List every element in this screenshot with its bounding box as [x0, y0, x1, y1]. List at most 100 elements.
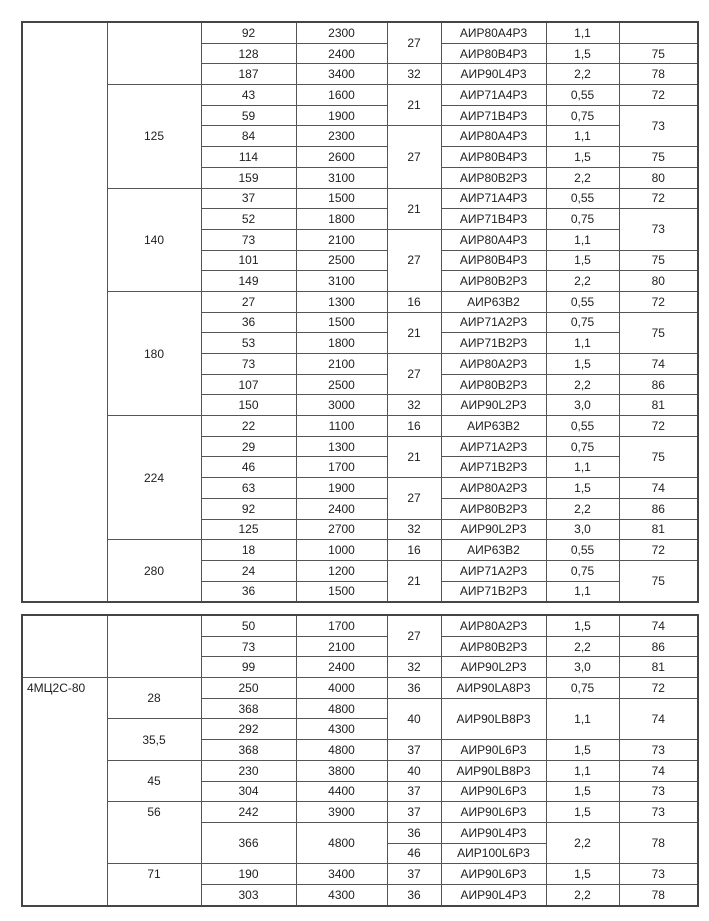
- cell-output-speed: 84: [200, 125, 297, 148]
- cell-size: 21: [386, 187, 442, 230]
- cell-torque: 3900: [295, 801, 388, 823]
- cell-size: 46: [386, 842, 442, 865]
- cell-output-speed: 128: [200, 42, 297, 65]
- cell-efficiency: 74: [618, 759, 699, 782]
- cell-output-speed: 125: [200, 518, 297, 541]
- cell-output-speed: 50: [200, 614, 297, 637]
- cell-motor: АИР90LB8Р3: [440, 759, 547, 782]
- cell-motor: АИР80В4Р3: [440, 42, 547, 65]
- cell-motor: АИР90L2Р3: [440, 394, 547, 417]
- cell-efficiency: 74: [618, 353, 699, 375]
- cell-motor: АИР80В2Р3: [440, 635, 547, 658]
- cell-motor: АИР63В2: [440, 539, 547, 561]
- cell-power: 0,55: [545, 415, 620, 437]
- cell-efficiency: 72: [618, 415, 699, 437]
- cell-power: 1,5: [545, 42, 620, 65]
- cell-ratio: [106, 21, 202, 86]
- cell-torque: 3400: [295, 863, 388, 885]
- cell-ratio: 28: [106, 677, 202, 720]
- cell-efficiency: 73: [618, 739, 699, 761]
- cell-efficiency: 80: [618, 270, 699, 292]
- cell-efficiency: 75: [618, 249, 699, 272]
- cell-size: 32: [386, 656, 442, 679]
- cell-motor: АИР90LA8Р3: [440, 677, 547, 699]
- table-row: 92 2300 27 АИР80А4Р3 1,1: [21, 21, 699, 603]
- cell-torque: 4300: [295, 718, 388, 741]
- cell-size: 27: [386, 125, 442, 189]
- cell-torque: 2400: [295, 42, 388, 65]
- cell-torque: 1700: [295, 456, 388, 479]
- cell-torque: 1300: [295, 435, 388, 458]
- cell-output-speed: 368: [200, 739, 297, 761]
- table-row: 29 1300 21 АИР71А2Р3 0,75 75: [22, 435, 699, 479]
- cell-output-speed: 250: [200, 677, 297, 699]
- cell-power: 0,75: [545, 435, 620, 458]
- cell-power: 2,2: [545, 635, 620, 658]
- cell-output-speed: 73: [200, 635, 297, 658]
- cell-ratio: 35,5: [106, 718, 202, 761]
- cell-size: 21: [386, 559, 442, 603]
- table-row: 92 2400 АИР80В2Р3 2,2 86: [22, 497, 699, 520]
- cell-efficiency: [618, 21, 699, 44]
- cell-power: 1,1: [545, 697, 620, 741]
- table-row: 59 1900 АИР71В4Р3 0,75 73: [22, 104, 699, 148]
- cell-output-speed: 149: [200, 270, 297, 292]
- cell-size: 32: [386, 394, 442, 417]
- cell-motor: АИР71А4Р3: [440, 187, 547, 210]
- cell-size: 16: [386, 290, 442, 313]
- cell-motor: АИР71А4Р3: [440, 84, 547, 106]
- table-row: 114 2600 АИР80В4Р3 1,5 75: [22, 146, 699, 168]
- cell-power: 1,1: [545, 125, 620, 148]
- table-row: 368 4800 40 АИР90LB8Р3 1,1 74: [22, 697, 699, 741]
- cell-output-speed: 43: [200, 84, 297, 106]
- cell-power: 2,2: [545, 63, 620, 86]
- cell-ratio: 71: [106, 863, 202, 907]
- cell-torque: 1000: [295, 539, 388, 561]
- cell-motor: АИР80А4Р3: [440, 125, 547, 148]
- cell-torque: 2300: [295, 21, 388, 44]
- cell-torque: 1300: [295, 290, 388, 313]
- cell-motor: АИР90L6Р3: [440, 739, 547, 761]
- cell-power: 1,5: [545, 780, 620, 803]
- cell-efficiency: 72: [618, 290, 699, 313]
- cell-output-speed: 22: [200, 415, 297, 437]
- cell-torque: 3800: [295, 759, 388, 782]
- cell-power: 2,2: [545, 497, 620, 520]
- cell-ratio: 140: [106, 187, 202, 292]
- cell-model: 4МЦ2С-80: [21, 677, 108, 907]
- cell-output-speed: 36: [200, 580, 297, 603]
- cell-efficiency: 75: [618, 146, 699, 168]
- cell-efficiency: 81: [618, 656, 699, 679]
- cell-power: 1,1: [545, 580, 620, 603]
- cell-power: 2,2: [545, 883, 620, 907]
- table-row: 149 3100 АИР80В2Р3 2,2 80: [22, 270, 699, 292]
- cell-motor: АИР80В2Р3: [440, 373, 547, 396]
- table-row: 45 230 3800 40 АИР90LB8Р3 1,1 74: [22, 759, 699, 803]
- cell-motor: АИР80В4Р3: [440, 249, 547, 272]
- cell-torque: 2100: [295, 635, 388, 658]
- cell-torque: 1900: [295, 477, 388, 499]
- cell-torque: 1200: [295, 559, 388, 582]
- table-row: 4МЦ2С-80 28 250 4000 36 АИР90LA8Р3 0,75 72: [21, 677, 699, 907]
- motor-table-part-1: 92 2300 27 АИР80А4Р3 1,1 128 2400 АИР80В4Р3 1,5 7…: [21, 21, 699, 604]
- cell-torque: 1500: [295, 311, 388, 334]
- table-row: 73 2100 АИР80В2Р3 2,2 86: [22, 635, 699, 658]
- cell-size: 37: [386, 801, 442, 823]
- cell-size: 27: [386, 352, 442, 396]
- cell-output-speed: 92: [200, 21, 297, 44]
- cell-motor: АИР80В2Р3: [440, 497, 547, 520]
- cell-power: 1,5: [545, 739, 620, 761]
- cell-motor: АИР90L6Р3: [440, 801, 547, 823]
- cell-output-speed: 24: [200, 559, 297, 582]
- cell-efficiency: 73: [618, 801, 699, 823]
- cell-output-speed: 63: [200, 477, 297, 499]
- cell-output-speed: 53: [200, 332, 297, 354]
- cell-motor: АИР80А4Р3: [440, 21, 547, 44]
- cell-torque: 1800: [295, 332, 388, 354]
- cell-output-speed: 368: [200, 697, 297, 720]
- table-row: 50 1700 27 АИР80А2Р3 1,5 74: [21, 614, 699, 679]
- cell-torque: 4400: [295, 780, 388, 803]
- cell-power: 1,5: [545, 146, 620, 168]
- cell-power: 0,55: [545, 187, 620, 210]
- cell-motor: АИР80А4Р3: [440, 228, 547, 251]
